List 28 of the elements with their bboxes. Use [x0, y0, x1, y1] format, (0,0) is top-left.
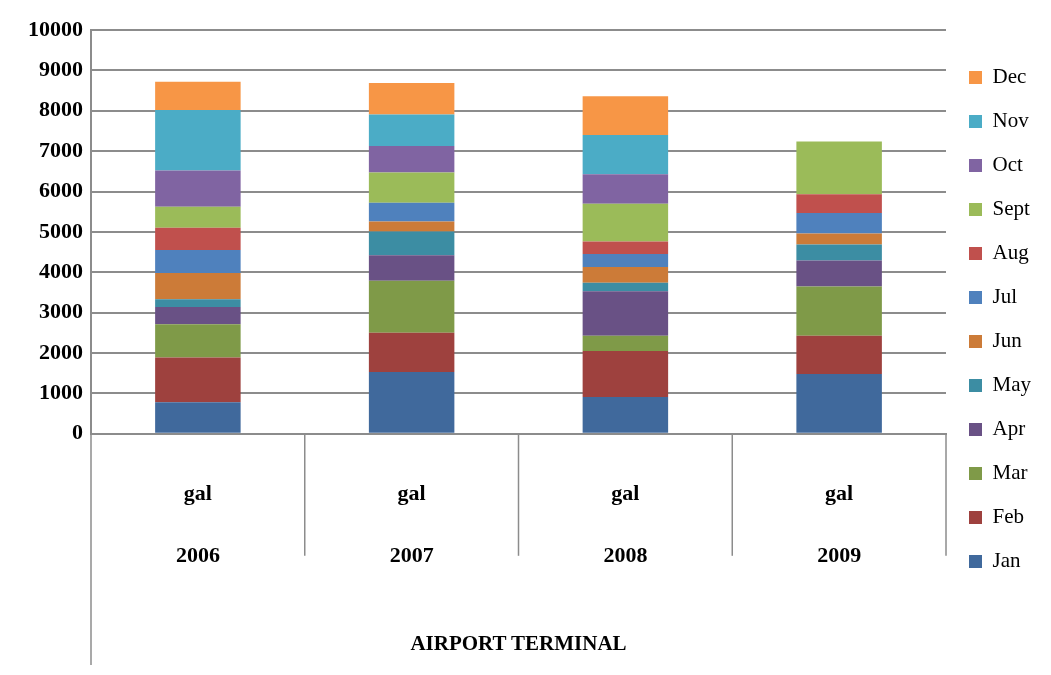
- legend-label: Feb: [992, 504, 1025, 529]
- y-tick-label: 10000: [28, 15, 83, 41]
- category-label: gal 2007: [389, 480, 434, 567]
- legend-label: Apr: [992, 416, 1026, 441]
- legend-label: Jun: [992, 328, 1023, 353]
- y-tick-label: 6000: [39, 177, 83, 203]
- y-tick-label: 7000: [39, 136, 83, 162]
- y-tick-label: 2000: [39, 338, 83, 364]
- legend-label: Oct: [992, 152, 1023, 177]
- legend-label: Jan: [992, 548, 1021, 573]
- y-tick-label: 3000: [39, 298, 83, 324]
- text: AIRPORT TERMINAL: [410, 631, 627, 656]
- category-label: gal 2009: [817, 480, 862, 567]
- legend-label: Mar: [992, 460, 1028, 485]
- legend-label: Aug: [992, 240, 1030, 265]
- legend-label: Sept: [992, 196, 1031, 221]
- y-tick-label: 4000: [39, 257, 83, 283]
- y-tick-label: 8000: [39, 96, 83, 122]
- legend-label: May: [992, 372, 1032, 397]
- y-tick-label: 1000: [39, 379, 83, 405]
- category-label: gal 2008: [603, 480, 648, 567]
- y-tick-label: 5000: [39, 217, 83, 243]
- legend-label: Dec: [992, 64, 1027, 89]
- category-label: gal 2006: [175, 480, 220, 567]
- legend-label: Jul: [992, 284, 1018, 309]
- y-tick-label: 0: [72, 419, 83, 445]
- legend-label: Nov: [992, 108, 1030, 133]
- y-tick-label: 9000: [39, 56, 83, 82]
